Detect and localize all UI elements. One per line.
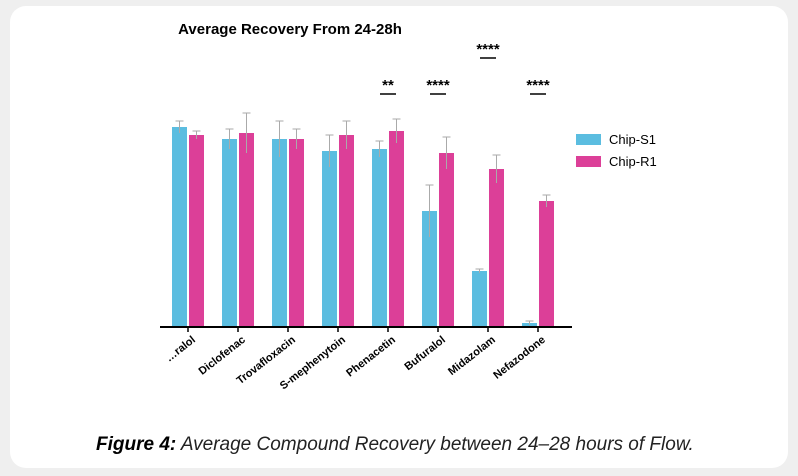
error-bar-chip-r1-trovafloxacin — [292, 128, 301, 149]
significance-nefazodone: **** — [526, 77, 550, 95]
caption-label: Figure 4: — [96, 434, 177, 455]
legend-swatch-r1 — [576, 155, 601, 167]
bar-chip-r1-trovafloxacin — [289, 139, 304, 327]
bar-chip-r1-s-mephenytoin — [339, 135, 354, 327]
caption-text: Average Compound Recovery between 24–28 … — [180, 434, 694, 455]
legend-label-s1: Chip-S1 — [609, 131, 656, 147]
error-bar-chip-r1-diclofenac — [242, 112, 251, 153]
error-bar-chip-s1-s-mephenytoin — [325, 134, 334, 167]
bar-chip-r1-phenacetin — [389, 131, 404, 327]
significance-midazolam: **** — [476, 41, 500, 59]
bar-chip-r1-bufuralol — [439, 153, 454, 327]
error-bar-chip-r1-phenacetin — [392, 118, 401, 143]
error-bar-chip-r1-bufuralol — [442, 136, 451, 169]
bar-chip-r1-propranolol — [189, 135, 204, 327]
legend-item-s1: Chip-S1 — [576, 128, 657, 150]
legend-item-r1: Chip-R1 — [576, 150, 657, 172]
chart-legend: Chip-S1 Chip-R1 — [576, 128, 657, 172]
error-bar-chip-s1-trovafloxacin — [275, 120, 284, 157]
bar-chip-s1-diclofenac — [222, 139, 237, 327]
error-bar-chip-s1-propranolol — [175, 120, 184, 133]
figure-card: Average Recovery From 24-28h ** **** **** *… — [10, 6, 788, 468]
significance-phenacetin: ** — [380, 77, 396, 95]
significance-label-midazolam: **** — [476, 41, 500, 58]
bar-chip-s1-midazolam — [472, 271, 487, 327]
error-bar-chip-s1-diclofenac — [225, 128, 234, 149]
error-bar-chip-s1-nefazodone — [525, 320, 534, 325]
error-bar-chip-s1-midazolam — [475, 268, 484, 273]
bar-chip-s1-phenacetin — [372, 149, 387, 327]
bar-chip-r1-diclofenac — [239, 133, 254, 327]
error-bar-chip-s1-bufuralol — [425, 184, 434, 237]
x-tick-label-propranolol: …ralol — [163, 334, 197, 365]
error-bar-chip-r1-midazolam — [492, 154, 501, 183]
bar-chip-r1-midazolam — [489, 169, 504, 327]
bar-chip-s1-trovafloxacin — [272, 139, 287, 327]
bar-chip-s1-s-mephenytoin — [322, 151, 337, 327]
x-tick-label-bufuralol: Bufuralol — [402, 334, 447, 373]
x-tick-label-phenacetin: Phenacetin — [344, 334, 398, 380]
significance-label-nefazodone: **** — [526, 77, 550, 94]
bar-chip-s1-propranolol — [172, 127, 187, 327]
chart-title: Average Recovery From 24-28h — [178, 21, 402, 38]
figure-caption: Figure 4: Average Compound Recovery betw… — [96, 434, 694, 456]
error-bar-chip-r1-propranolol — [192, 130, 201, 139]
legend-label-r1: Chip-R1 — [609, 153, 657, 169]
bar-chart: ** ************ …ralolDiclofenacTrovaflox… — [160, 41, 572, 392]
error-bar-chip-r1-s-mephenytoin — [342, 120, 351, 149]
x-tick-label-nefazodone: Nefazodone — [491, 334, 548, 382]
error-bar-chip-s1-phenacetin — [375, 140, 384, 157]
error-bar-chip-r1-nefazodone — [542, 194, 551, 207]
significance-label-bufuralol: **** — [426, 77, 450, 94]
bar-chip-r1-nefazodone — [539, 201, 554, 327]
significance-label-phenacetin: ** — [382, 77, 394, 94]
significance-bufuralol: **** — [426, 77, 450, 95]
legend-swatch-s1 — [576, 133, 601, 145]
x-tick-label-midazolam: Midazolam — [446, 334, 498, 378]
bar-chip-s1-bufuralol — [422, 211, 437, 327]
x-tick-label-diclofenac: Diclofenac — [197, 334, 248, 378]
